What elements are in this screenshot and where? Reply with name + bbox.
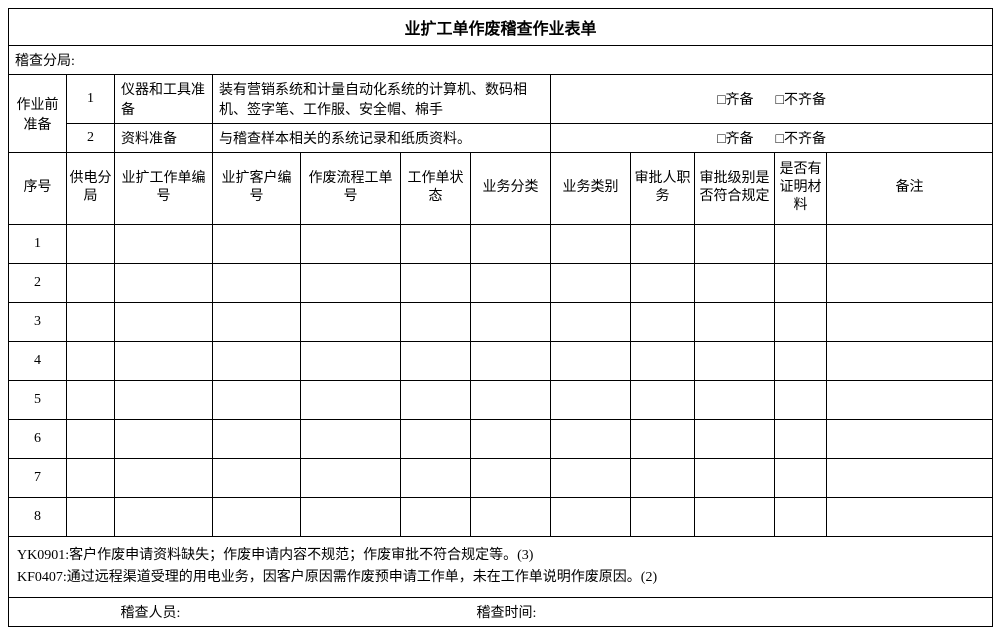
note-line-1: YK0901:客户作废申请资料缺失；作废申请内容不规范；作废审批不符合规定等。(… [17,545,984,567]
prep-desc-2: 与稽查样本相关的系统记录和纸质资料。 [213,124,551,153]
prep-desc-1: 装有营销系统和计量自动化系统的计算机、数码相机、签字笔、工作服、安全帽、棉手 [213,75,551,124]
prep-num-2: 2 [67,124,115,153]
prep-check-2: □齐备 □不齐备 [551,124,993,153]
check-complete-1[interactable]: □齐备 [717,89,753,109]
col-biz-type: 业务类别 [551,153,631,225]
check-complete-2[interactable]: □齐备 [717,128,753,148]
col-customer-no: 业扩客户编号 [213,153,301,225]
footer-person-label: 稽查人员: [115,598,471,627]
col-status: 工作单状态 [401,153,471,225]
col-biz-class: 业务分类 [471,153,551,225]
table-row: 4 [9,341,993,380]
check-incomplete-1[interactable]: □不齐备 [776,89,826,109]
audit-form-table: 业扩工单作废稽查作业表单 稽查分局: 作业前准备 1 仪器和工具准备 装有营销系… [8,8,993,627]
row-num: 1 [9,224,67,263]
footer-blank-left [9,598,115,627]
form-title: 业扩工单作废稽查作业表单 [9,9,993,46]
row-num: 3 [9,302,67,341]
table-row: 6 [9,419,993,458]
row-num: 7 [9,458,67,497]
row-num: 8 [9,497,67,536]
row-num: 2 [9,263,67,302]
col-serial: 序号 [9,153,67,225]
table-row: 5 [9,380,993,419]
table-row: 1 [9,224,993,263]
prep-label: 作业前准备 [9,75,67,153]
col-void-process-no: 作废流程工单号 [301,153,401,225]
table-row: 2 [9,263,993,302]
col-approval-level: 审批级别是否符合规定 [695,153,775,225]
col-bureau: 供电分局 [67,153,115,225]
notes-cell: YK0901:客户作废申请资料缺失；作废申请内容不规范；作废审批不符合规定等。(… [9,536,993,598]
bureau-row: 稽查分局: [9,46,993,75]
note-line-2: KF0407:通过远程渠道受理的用电业务，因客户原因需作废预申请工作单，未在工作… [17,567,984,589]
row-num: 6 [9,419,67,458]
prep-num-1: 1 [67,75,115,124]
footer-time-label: 稽查时间: [471,598,993,627]
col-remark: 备注 [827,153,993,225]
row-num: 4 [9,341,67,380]
row-num: 5 [9,380,67,419]
col-workorder-no: 业扩工作单编号 [115,153,213,225]
prep-check-1: □齐备 □不齐备 [551,75,993,124]
prep-item-2: 资料准备 [115,124,213,153]
table-row: 7 [9,458,993,497]
col-approver: 审批人职务 [631,153,695,225]
table-row: 8 [9,497,993,536]
col-has-proof: 是否有证明材料 [775,153,827,225]
prep-item-1: 仪器和工具准备 [115,75,213,124]
table-row: 3 [9,302,993,341]
check-incomplete-2[interactable]: □不齐备 [776,128,826,148]
